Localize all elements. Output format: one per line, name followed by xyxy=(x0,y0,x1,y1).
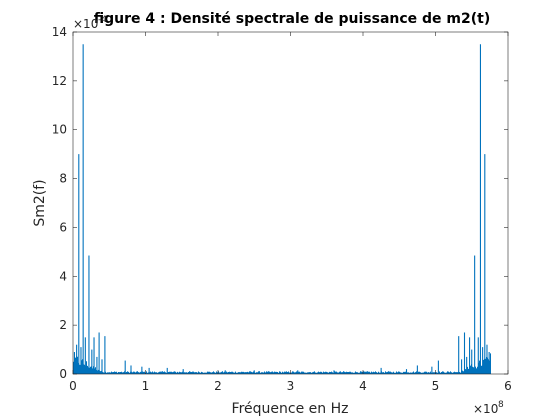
chart-title: figure 4 : Densité spectrale de puissanc… xyxy=(94,11,491,27)
y-tick-label: 10 xyxy=(52,123,67,137)
y-tick-label: 2 xyxy=(59,318,67,332)
y-tick-label: 4 xyxy=(59,269,67,283)
x-tick-label: 4 xyxy=(359,379,367,393)
y-axis-label: Sm2(f) xyxy=(32,179,48,226)
spectrum-noise xyxy=(73,352,491,374)
y-tick-label: 8 xyxy=(59,172,67,186)
x-exponent-power: 8 xyxy=(498,400,504,410)
x-tick-label: 5 xyxy=(432,379,440,393)
y-tick-label: 0 xyxy=(59,367,67,381)
x-tick-label: 3 xyxy=(287,379,295,393)
y-exponent: ×10 -4 xyxy=(73,15,107,31)
x-tick-label: 6 xyxy=(504,379,512,393)
spectrum-series xyxy=(73,44,491,374)
x-tick-label: 0 xyxy=(69,379,77,393)
axes-box xyxy=(72,31,509,375)
y-tick-label: 12 xyxy=(52,74,67,88)
x-axis-label: Fréquence en Hz xyxy=(232,401,349,417)
x-tick-label: 1 xyxy=(142,379,150,393)
x-tick-label: 2 xyxy=(214,379,222,393)
y-exponent-base: ×10 xyxy=(73,17,98,31)
x-exponent-base: ×10 xyxy=(473,402,498,416)
y-tick-label: 6 xyxy=(59,220,67,234)
y-tick-label: 14 xyxy=(52,25,67,39)
plot-area xyxy=(73,32,508,374)
x-exponent: ×10 8 xyxy=(473,400,504,416)
y-exponent-power: -4 xyxy=(98,15,107,25)
